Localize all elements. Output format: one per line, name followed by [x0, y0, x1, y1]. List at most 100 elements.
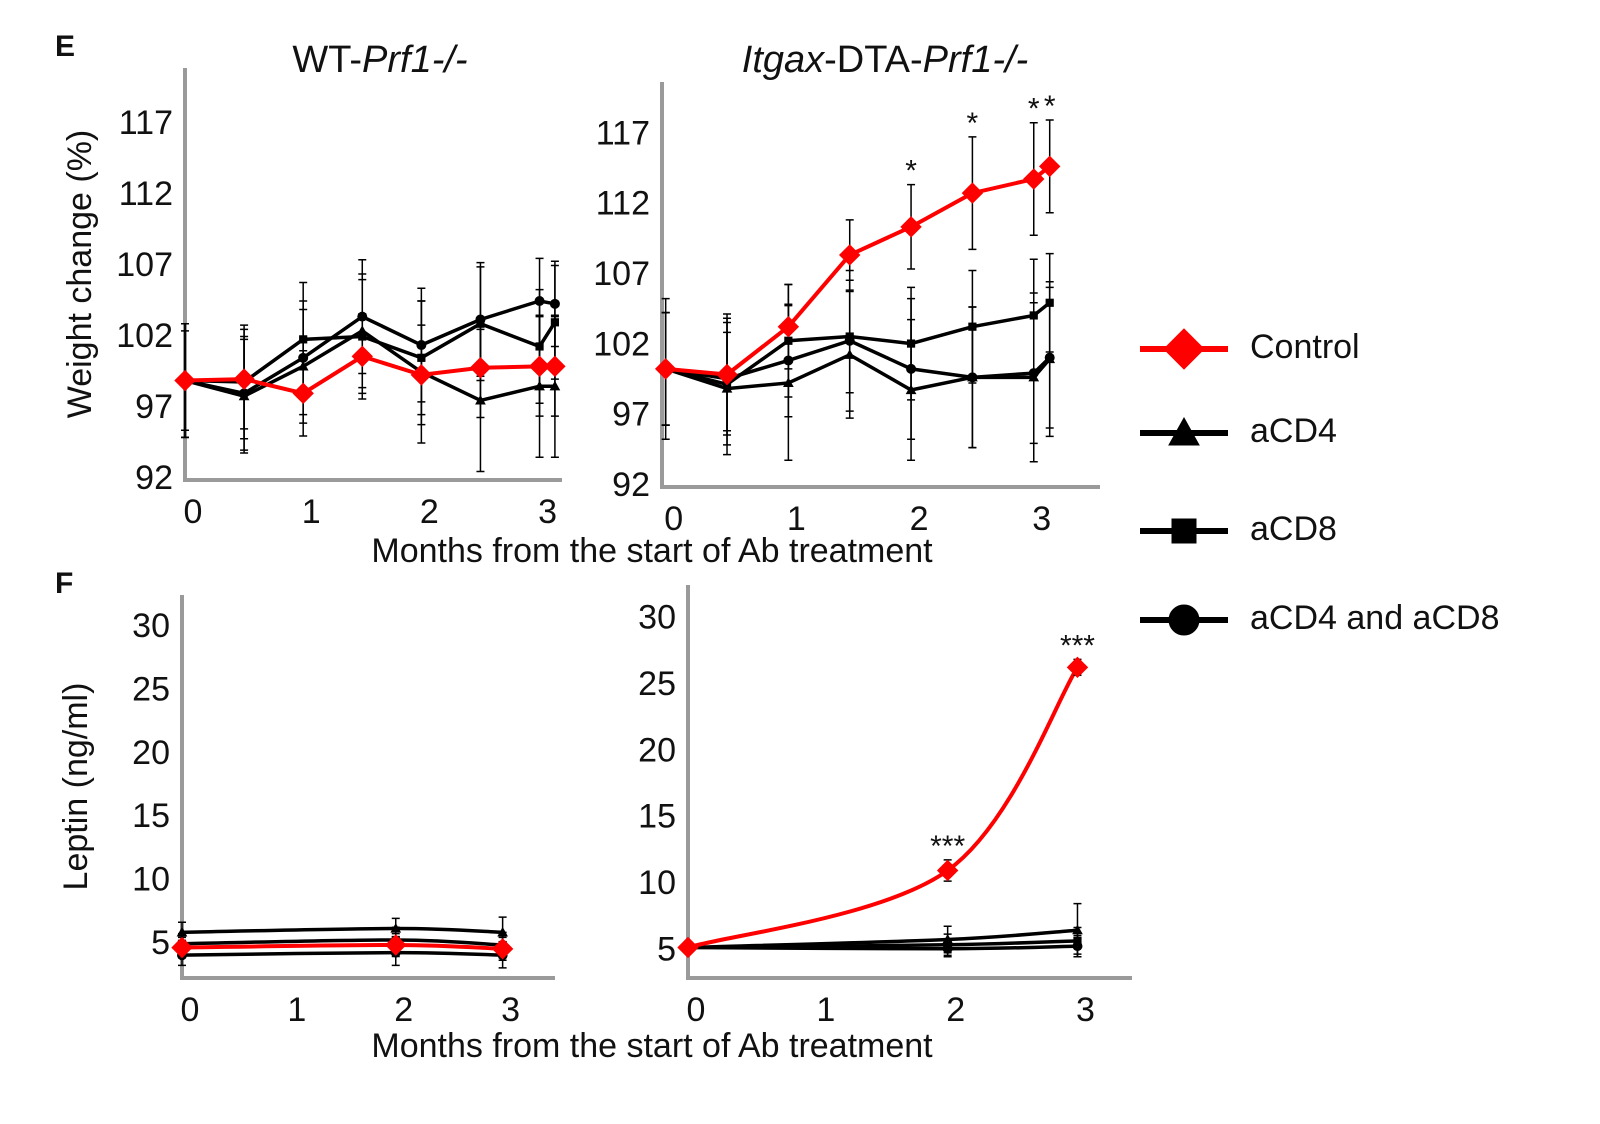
data-point: [171, 936, 193, 959]
title-part: Prf1-/-: [362, 39, 468, 81]
x-tick-label: 3: [1076, 991, 1095, 1029]
series-line: [184, 321, 557, 384]
series-line: [665, 164, 1051, 377]
data-point: [1066, 656, 1089, 679]
title-part: Prf1-/-: [923, 39, 1029, 81]
series-line: [181, 950, 503, 957]
x-tick-label: 1: [816, 991, 835, 1029]
data-point: [176, 926, 188, 937]
x-tick-label: 1: [287, 991, 306, 1029]
data-point: [497, 926, 508, 937]
panel-label: E: [55, 30, 75, 63]
legend-marker: [1163, 328, 1205, 370]
y-tick-label: 107: [593, 255, 650, 293]
legend-label: aCD4 and aCD8: [1250, 599, 1499, 637]
legend-marker: [1171, 518, 1197, 544]
y-axis-label: Leptin (ng/ml): [57, 683, 95, 891]
x-tick-label: 0: [184, 493, 203, 531]
x-axis-label: Months from the start of Ab treatment: [371, 532, 933, 570]
y-tick-label: 5: [657, 930, 676, 968]
legend-label: aCD4: [1250, 412, 1337, 450]
data-point: [1038, 155, 1061, 178]
data-point: [410, 364, 433, 386]
data-point: [469, 357, 492, 379]
data-point: [654, 358, 677, 380]
legend: Control aCD4 aCD8 aCD4 and aCD8: [1140, 328, 1499, 637]
annotation: *: [905, 155, 917, 188]
data-point: [839, 244, 861, 266]
y-tick-label: 102: [593, 325, 650, 363]
y-tick-label: 117: [119, 104, 173, 142]
y-tick-label: 92: [135, 459, 173, 497]
plot: 5 10 15 20 25 30 0 1 2 3 *** ***: [638, 585, 1132, 1029]
annotation: ***: [930, 830, 965, 863]
data-point: [677, 936, 699, 959]
x-tick-label: 3: [501, 991, 520, 1029]
series-line: [184, 328, 555, 403]
annotation: *: [967, 107, 979, 140]
data-point: [174, 369, 196, 392]
panel-label: F: [55, 567, 73, 600]
x-tick-label: 3: [1032, 500, 1051, 538]
title-part: -DTA-: [824, 39, 923, 81]
y-tick-label: 112: [119, 175, 173, 213]
axis-line: [686, 585, 1132, 980]
data-point: [528, 355, 551, 378]
data-point: [783, 377, 794, 388]
legend-marker: [1168, 604, 1200, 636]
y-tick-label: 25: [132, 670, 170, 708]
y-tick-label: 112: [596, 185, 650, 223]
data-point: [961, 182, 984, 204]
x-axis-label: Months from the start of Ab treatment: [371, 1027, 933, 1065]
x-tick-label: 0: [687, 991, 706, 1029]
data-point: [905, 384, 917, 395]
x-tick-label: 2: [910, 500, 929, 538]
series-line: [665, 352, 1052, 392]
data-point: [844, 349, 856, 359]
data-point: [233, 368, 255, 390]
chart-title: Itgax-DTA-Prf1-/-: [742, 39, 1028, 81]
y-tick-label: 20: [638, 731, 676, 769]
annotation: ***: [1060, 629, 1095, 662]
y-tick-label: 20: [132, 734, 170, 772]
chart-title: WT-Prf1-/-: [292, 39, 467, 81]
data-point: [942, 933, 953, 944]
data-point: [544, 355, 566, 378]
y-tick-label: 10: [132, 861, 170, 899]
data-point: [1023, 168, 1045, 190]
series-line: [665, 301, 1051, 387]
x-tick-label: 2: [946, 991, 965, 1029]
y-axis-label: Weight change (%): [61, 130, 99, 419]
data-point: [390, 923, 402, 933]
title-part: Itgax: [742, 39, 826, 81]
data-point: [936, 859, 959, 882]
series-line: [181, 926, 503, 935]
series-line: [181, 943, 503, 951]
x-tick-label: 2: [420, 493, 439, 531]
y-tick-label: 92: [612, 466, 650, 504]
y-tick-label: 5: [151, 924, 170, 962]
title-part: WT-: [292, 39, 362, 81]
y-tick-label: 97: [612, 396, 650, 434]
data-point: [716, 363, 738, 386]
data-point: [1072, 924, 1083, 935]
x-tick-label: 0: [664, 500, 683, 538]
y-tick-label: 117: [596, 114, 650, 152]
y-tick-label: 97: [135, 388, 173, 426]
x-tick-label: 1: [787, 500, 806, 538]
y-tick-label: 30: [132, 607, 170, 645]
data-point: [351, 345, 373, 368]
x-tick-label: 1: [302, 493, 321, 531]
annotation: *: [1044, 90, 1056, 123]
y-tick-label: 15: [132, 797, 170, 835]
axis-line: [180, 595, 555, 980]
x-tick-label: 0: [181, 991, 200, 1029]
y-tick-label: 107: [116, 246, 173, 284]
series-line: [687, 928, 1078, 950]
data-point: [491, 938, 514, 960]
data-point: [1028, 371, 1040, 382]
legend-label: Control: [1250, 328, 1360, 366]
